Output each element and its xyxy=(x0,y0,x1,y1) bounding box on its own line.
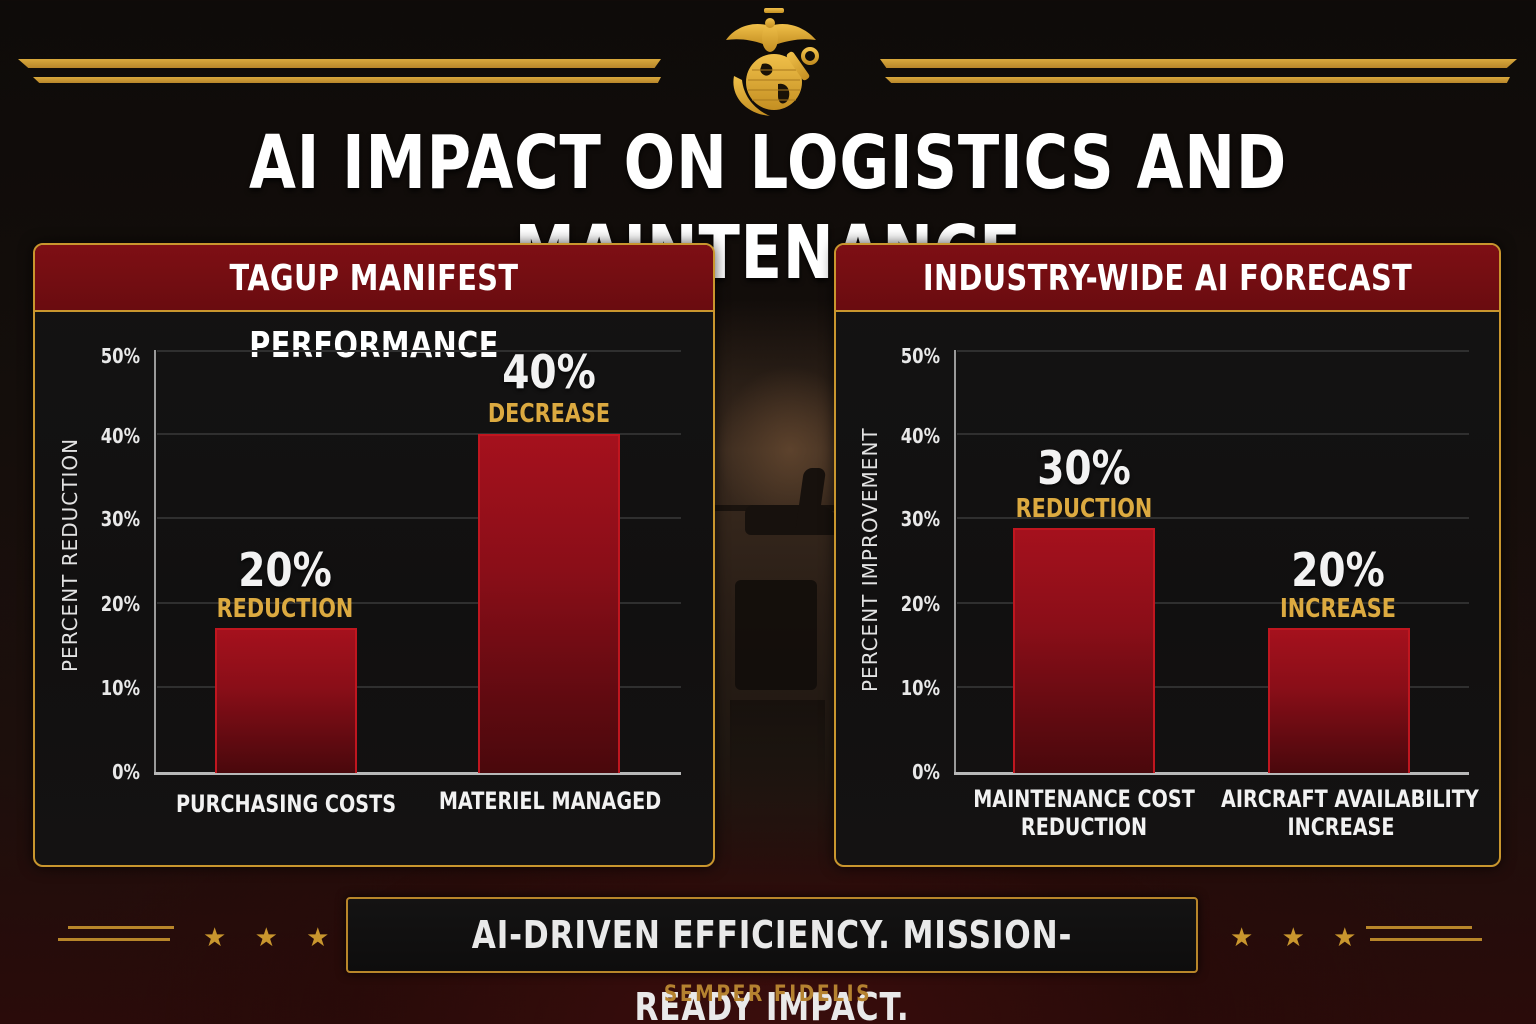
bar-value-label: 20% xyxy=(1291,543,1385,597)
stars-right-icon: ★ ★ ★ xyxy=(1230,923,1367,953)
gridline xyxy=(957,433,1469,435)
footer-rule-right-bottom xyxy=(1370,938,1482,941)
x-category-label: MATERIEL MANAGED xyxy=(438,787,662,815)
aircraft-silhouette xyxy=(745,505,840,535)
y-tick-label: 30% xyxy=(900,507,940,531)
bar-purchasing-costs xyxy=(215,628,357,773)
footer-rule-left-bottom xyxy=(58,938,170,941)
y-tick-label: 10% xyxy=(100,676,140,700)
y-axis-label: PERCENT REDUCTION xyxy=(58,437,82,672)
bar-materiel-managed xyxy=(478,434,620,773)
y-axis xyxy=(954,350,956,774)
bar-note-label: INCREASE xyxy=(1280,594,1396,624)
panel-header xyxy=(35,245,713,312)
gold-stripe-right-top xyxy=(880,59,1517,68)
gridline xyxy=(157,686,681,688)
bar-value-label: 30% xyxy=(1037,441,1131,495)
wet-tarmac-reflection xyxy=(730,700,825,810)
tagline-text: AI-DRIVEN EFFICIENCY. MISSION-READY IMPA… xyxy=(471,913,1073,1024)
gridline xyxy=(157,350,681,352)
x-axis xyxy=(954,772,1469,775)
gold-stripe-right-bottom xyxy=(885,77,1510,83)
footer-rule-left-top xyxy=(68,926,174,929)
y-tick-label: 40% xyxy=(900,424,940,448)
bar-note-label: REDUCTION xyxy=(216,594,354,624)
gridline xyxy=(157,602,681,604)
y-axis xyxy=(154,350,156,774)
y-tick-label: 50% xyxy=(100,344,140,368)
footer-rule-right-top xyxy=(1366,926,1472,929)
gridline xyxy=(957,686,1469,688)
bar-value-label: 40% xyxy=(502,345,596,399)
x-category-label: MAINTENANCE COST xyxy=(973,785,1195,813)
gold-stripe-left-bottom xyxy=(33,77,661,83)
panel-title: TAGUP MANIFEST PERFORMANCE xyxy=(229,258,519,366)
y-tick-label: 10% xyxy=(900,676,940,700)
y-tick-label: 20% xyxy=(100,592,140,616)
y-tick-label: 30% xyxy=(100,507,140,531)
x-category-label: INCREASE xyxy=(1287,813,1395,841)
y-tick-label: 20% xyxy=(900,592,940,616)
bar-note-label: REDUCTION xyxy=(1015,494,1153,524)
tagline-banner: AI-DRIVEN EFFICIENCY. MISSION-READY IMPA… xyxy=(346,897,1198,1024)
y-tick-label: 40% xyxy=(100,424,140,448)
y-axis-label: PERCENT IMPROVEMENT xyxy=(858,427,882,692)
bar-maintenance-cost xyxy=(1013,528,1155,773)
y-tick-label: 0% xyxy=(912,760,940,784)
bar-note-label: DECREASE xyxy=(487,399,611,429)
forklift-silhouette xyxy=(735,580,817,690)
gridline xyxy=(157,517,681,519)
x-axis xyxy=(154,772,681,775)
bar-aircraft-availability xyxy=(1268,628,1410,773)
motto: SEMPER FIDELIS xyxy=(663,982,873,1007)
gridline xyxy=(957,602,1469,604)
stars-left-icon: ★ ★ ★ xyxy=(203,923,340,953)
y-tick-label: 50% xyxy=(900,344,940,368)
gridline xyxy=(957,517,1469,519)
gridline xyxy=(157,433,681,435)
panel-title: INDUSTRY-WIDE AI FORECAST xyxy=(922,258,1413,299)
bar-value-label: 20% xyxy=(238,543,332,597)
y-tick-label: 0% xyxy=(112,760,140,784)
gold-stripe-left-top xyxy=(18,59,661,68)
panel-header xyxy=(836,245,1499,312)
x-category-label: REDUCTION xyxy=(1020,813,1148,841)
eagle-globe-anchor-icon xyxy=(726,8,819,116)
gridline xyxy=(957,350,1469,352)
x-category-label: AIRCRAFT AVAILABILITY xyxy=(1221,785,1479,813)
x-category-label: PURCHASING COSTS xyxy=(175,790,397,818)
